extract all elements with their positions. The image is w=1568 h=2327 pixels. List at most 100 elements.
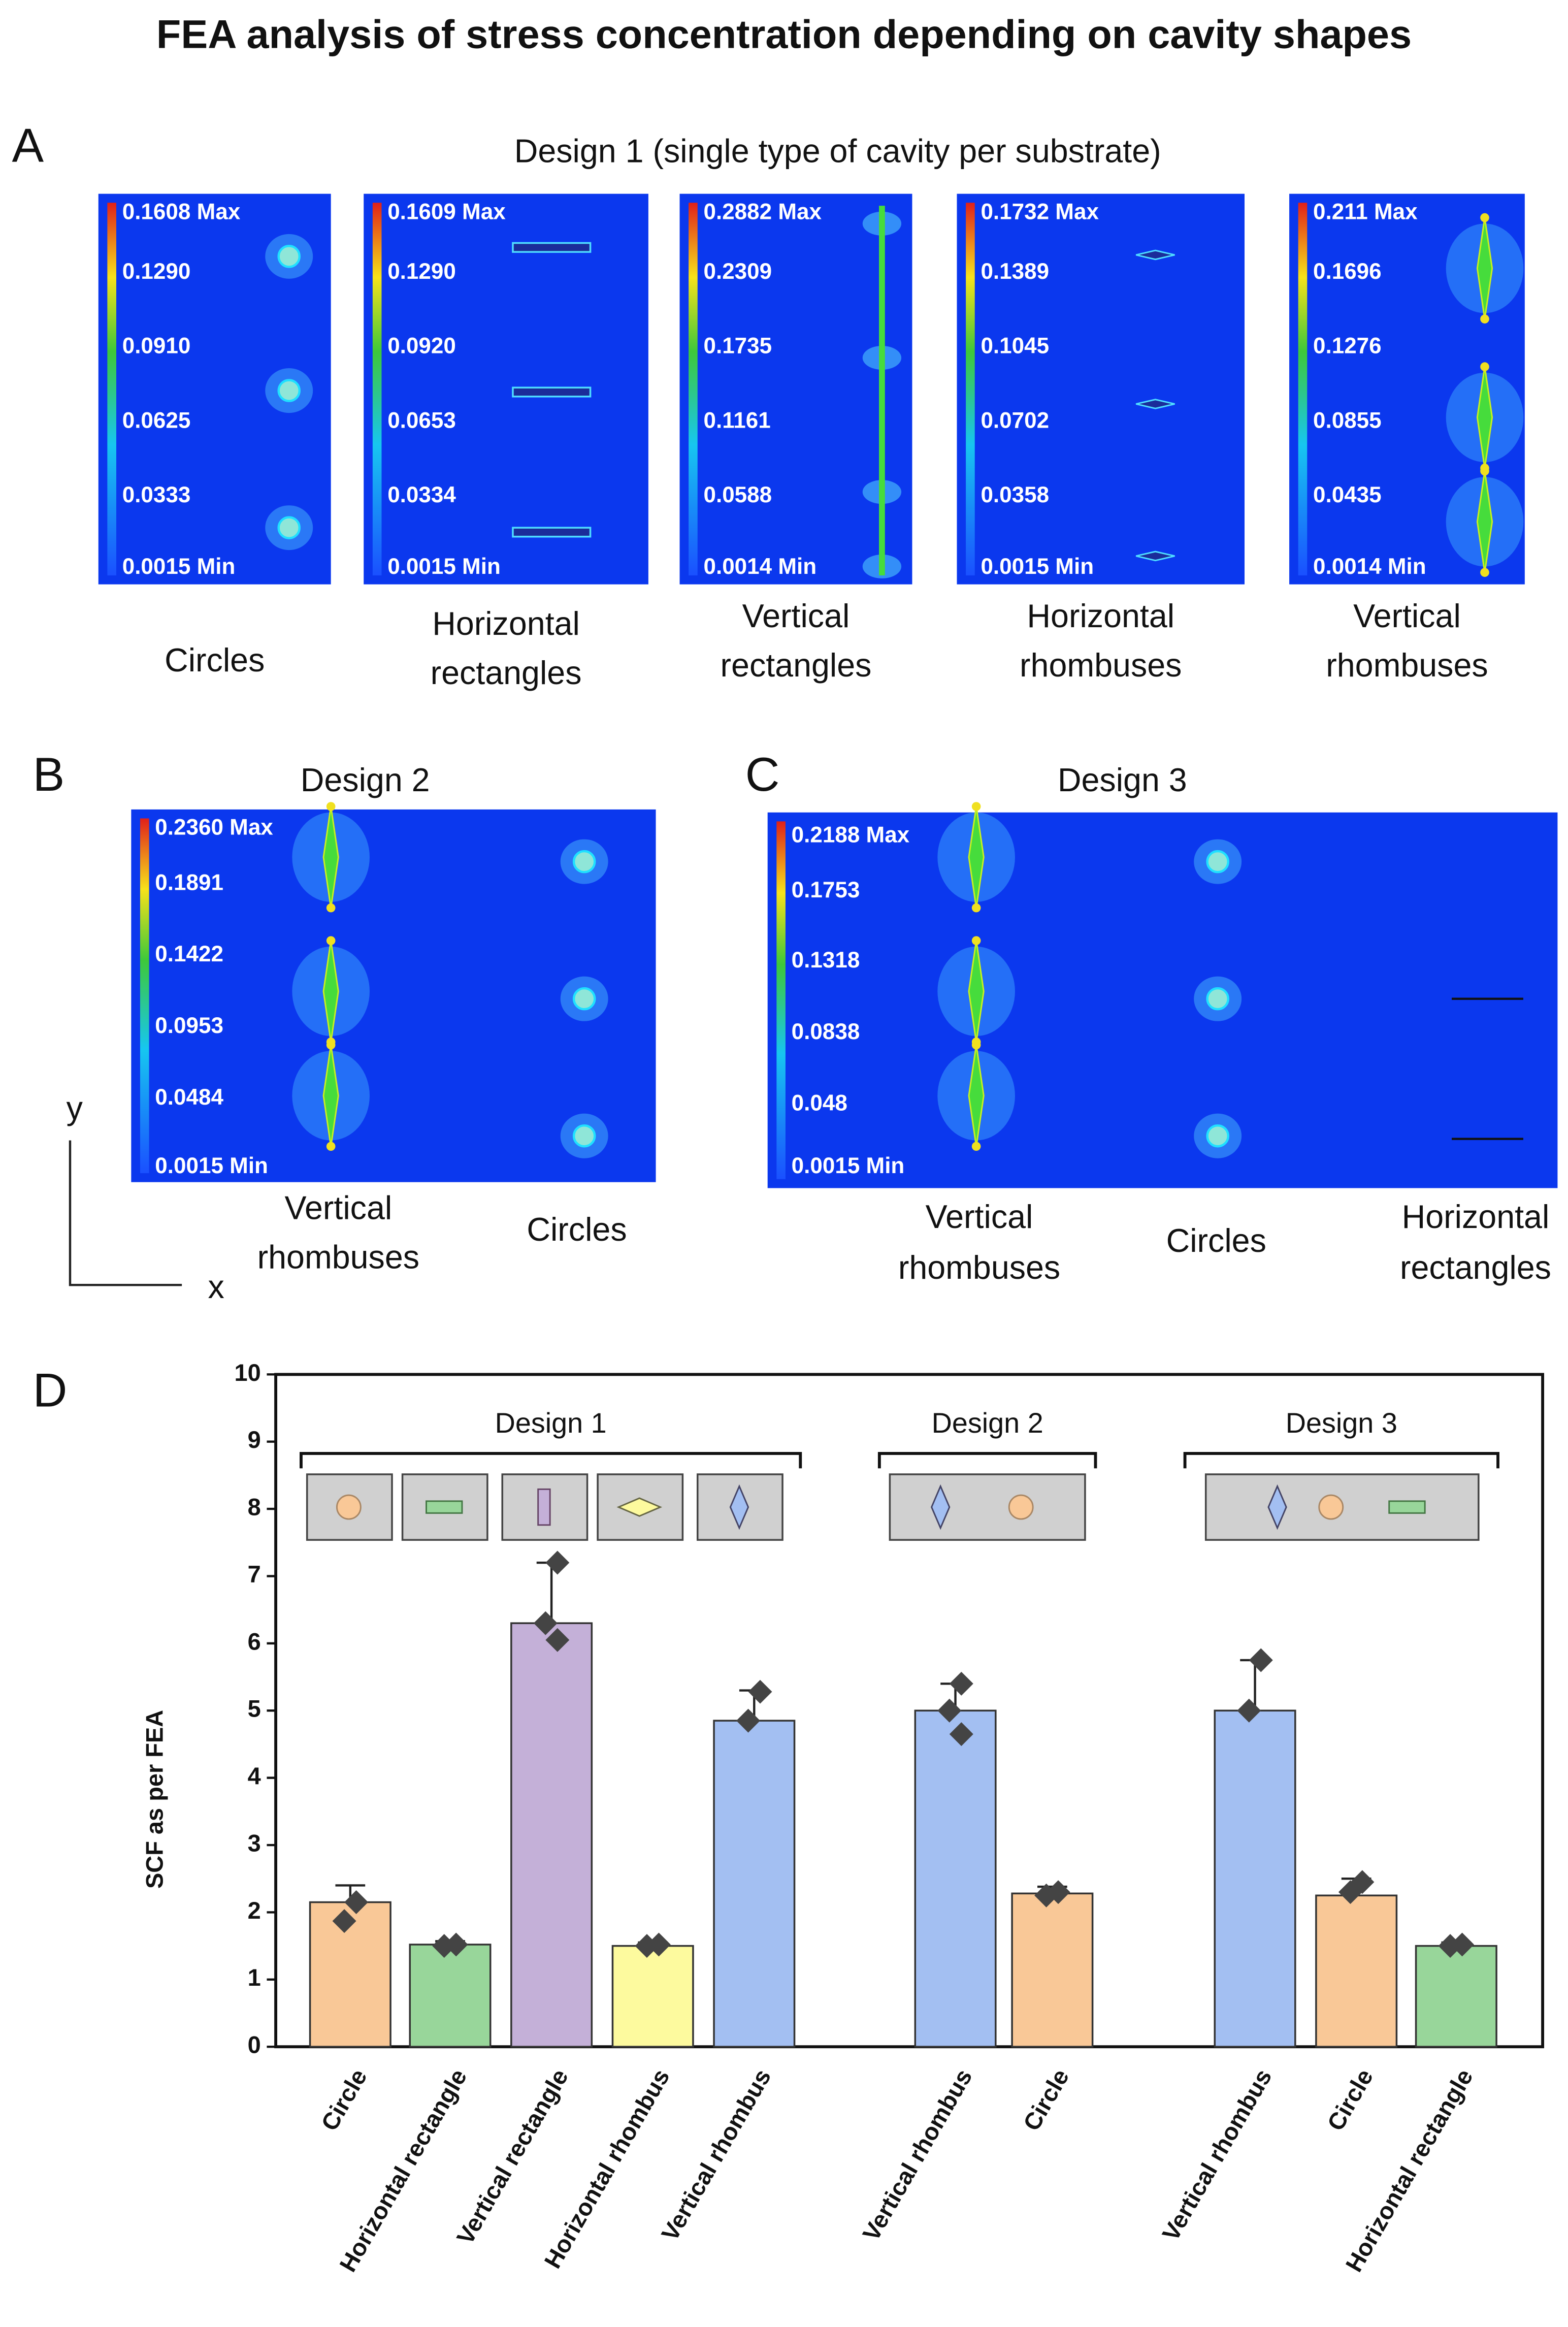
data-point <box>545 1628 570 1652</box>
x-tick-label: Circle <box>1322 2064 1378 2136</box>
cavity <box>1135 551 1175 562</box>
caption: rectangles <box>431 655 582 691</box>
stress-peak <box>971 802 981 811</box>
icon <box>336 1494 362 1520</box>
icon <box>930 1484 951 1530</box>
stress-map <box>767 812 1558 1188</box>
stress-peak <box>326 903 336 913</box>
scale-label: 0.0855 <box>1313 408 1382 433</box>
data-point <box>1237 1698 1261 1723</box>
bar <box>713 1720 796 2048</box>
icon <box>1008 1494 1034 1520</box>
scale-label: 0.1609 Max <box>387 199 506 224</box>
cavity <box>512 527 592 538</box>
icon-box <box>401 1473 488 1541</box>
cavity <box>277 245 301 268</box>
bar <box>1011 1892 1094 2048</box>
scale-label: 0.2882 Max <box>703 199 822 224</box>
y-tick-label: 4 <box>248 1762 261 1789</box>
scale-label: 0.0015 Min <box>155 1153 268 1178</box>
panel-label: D <box>33 1363 68 1416</box>
axis-name: x <box>208 1269 224 1305</box>
caption: Circles <box>527 1211 627 1248</box>
panel-label: B <box>33 748 65 801</box>
error-bar <box>536 1561 567 1624</box>
caption: Circles <box>165 642 265 678</box>
cavity <box>512 242 592 253</box>
data-point <box>736 1708 761 1733</box>
bar <box>1415 1945 1497 2048</box>
data-point <box>545 1550 570 1575</box>
scale-label: 0.2309 <box>703 259 772 284</box>
stress-map <box>679 193 912 585</box>
data-point <box>1249 1648 1273 1672</box>
x-tick-label: Vertical rhombus <box>1157 2064 1277 2245</box>
color-bar <box>372 203 382 576</box>
data-point <box>533 1611 558 1635</box>
caption: Horizontal <box>432 605 580 642</box>
stress-peak <box>1480 568 1489 577</box>
data-point <box>949 1671 973 1696</box>
x-tick-label: Circle <box>316 2064 372 2136</box>
scale-label: 0.2188 Max <box>792 822 910 847</box>
cavity <box>572 1124 596 1148</box>
group-bracket <box>877 1451 1097 1469</box>
panel-label: C <box>745 748 780 801</box>
bar <box>510 1622 593 2048</box>
color-bar <box>689 203 698 576</box>
color-bar <box>776 821 786 1179</box>
panel-title: Design 1 (single type of cavity per subs… <box>514 133 1161 169</box>
caption: Vertical <box>284 1190 392 1226</box>
cavity <box>1135 249 1175 261</box>
y-tick-label: 8 <box>248 1494 261 1521</box>
cavity <box>1206 850 1229 874</box>
caption: Vertical <box>1353 598 1461 634</box>
caption: Circles <box>1166 1222 1266 1259</box>
scale-label: 0.0625 <box>122 408 191 433</box>
scale-label: 0.1696 <box>1313 259 1382 284</box>
caption: rhombuses <box>1020 647 1182 684</box>
color-bar <box>140 818 149 1174</box>
group-label: Design 1 <box>495 1407 607 1439</box>
icon <box>616 1497 663 1517</box>
scale-label: 0.1608 Max <box>122 199 241 224</box>
icon-box <box>889 1473 1086 1541</box>
scale-label: 0.0435 <box>1313 482 1382 507</box>
data-point <box>748 1679 772 1704</box>
caption: rhombuses <box>898 1249 1060 1286</box>
caption: rhombuses <box>1326 647 1488 684</box>
scale-label: 0.0014 Min <box>1313 554 1426 579</box>
axis-arrow <box>69 1140 182 1286</box>
cavity <box>572 987 596 1011</box>
x-tick-label: Vertical rhombus <box>656 2064 776 2245</box>
stress-map <box>957 193 1245 585</box>
group-bracket <box>300 1451 802 1469</box>
color-bar <box>966 203 975 576</box>
stress-peak <box>326 936 336 945</box>
caption: rectangles <box>1400 1249 1551 1286</box>
stress-peak <box>326 1142 336 1151</box>
scale-label: 0.1290 <box>122 259 191 284</box>
y-tick-label: 6 <box>248 1628 261 1655</box>
y-tick-label: 10 <box>234 1359 260 1386</box>
scale-label: 0.1753 <box>792 878 860 902</box>
scale-label: 0.0910 <box>122 334 191 359</box>
scale-label: 0.1732 Max <box>981 199 1099 224</box>
stress-peak <box>1480 362 1489 371</box>
scale-label: 0.0333 <box>122 482 191 507</box>
cavity <box>572 850 596 874</box>
caption: Vertical <box>742 598 850 634</box>
data-point <box>432 1934 456 1958</box>
scale-label: 0.211 Max <box>1313 199 1418 224</box>
data-point <box>1438 1934 1462 1958</box>
stress-peak <box>326 802 336 811</box>
scale-label: 0.0015 Min <box>122 554 236 579</box>
stress-map <box>364 193 648 585</box>
icon <box>426 1500 463 1514</box>
cavity <box>1206 1124 1229 1148</box>
panel-title: Design 3 <box>1058 762 1187 798</box>
data-point <box>332 1909 356 1933</box>
icon <box>537 1488 551 1526</box>
axis-name: y <box>67 1090 83 1126</box>
group-bracket <box>1183 1451 1499 1469</box>
